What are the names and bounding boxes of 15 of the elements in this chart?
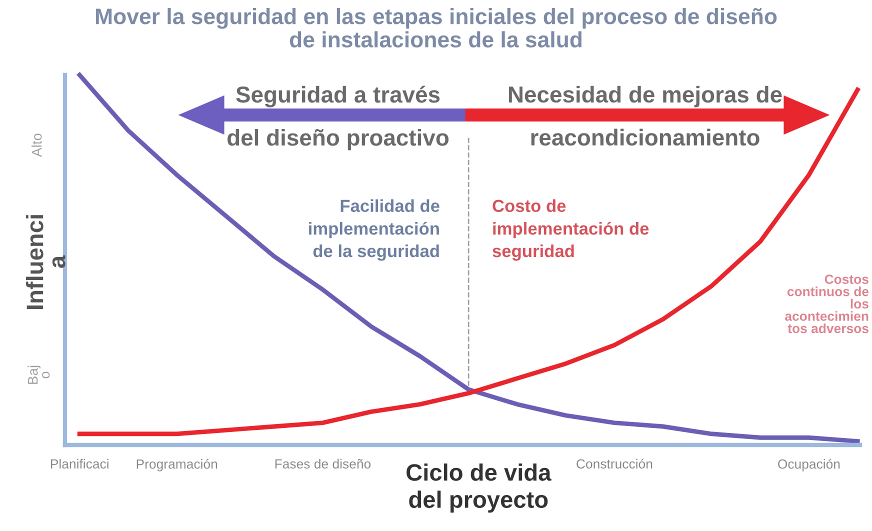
chart-title: Mover la seguridad en las etapas iniciales del proceso de diseño de instalaciones de la salud <box>96 8 777 48</box>
x-tick-label: Construcción <box>576 458 652 469</box>
annotation: Costo de implementación de seguridad <box>492 199 649 261</box>
text: Baj o <box>28 366 50 384</box>
x-tick-label: Ocupación <box>778 458 840 472</box>
x-tick-label: Programación <box>136 458 218 472</box>
text: Alto <box>32 134 42 157</box>
y-axis-title: Influenci a <box>26 215 66 309</box>
x-tick-label: Fases de diseño <box>275 458 371 469</box>
x-axis-title: Ciclo de vida del proyecto <box>406 464 552 513</box>
annotation: Facilidad de implementación de la seguridad <box>309 199 440 261</box>
annotation: Costos continuos de los acontecimien tos adversos <box>785 274 869 334</box>
annotation: Necesidad de mejoras de reacondicionamiento <box>508 86 782 146</box>
x-tick-label: Planificaci <box>50 458 108 469</box>
annotation: Seguridad a través del diseño proactivo <box>228 86 449 150</box>
